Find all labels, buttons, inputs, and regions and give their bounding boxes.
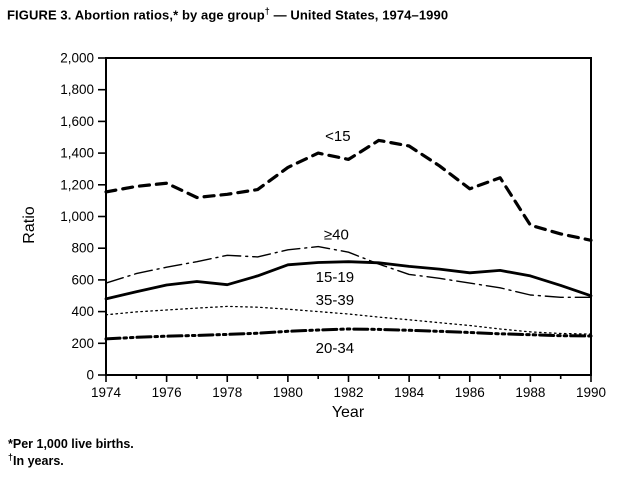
x-axis-tick-label: 1980	[273, 385, 303, 400]
x-axis-tick-label: 1990	[576, 385, 606, 400]
x-axis-tick-label: 1988	[515, 385, 545, 400]
figure-title-suffix: — United States, 1974–1990	[269, 7, 449, 23]
y-axis-tick-label: 1,800	[60, 82, 94, 97]
x-axis-tick-label: 1984	[394, 385, 425, 400]
y-axis-tick-label: 2,000	[60, 51, 94, 66]
figure-title-text: FIGURE 3. Abortion ratios,* by age group	[7, 7, 265, 23]
series-label-20-34: 20-34	[316, 340, 354, 357]
x-axis-tick-label: 1986	[455, 385, 485, 400]
y-axis-tick-label: 0	[86, 368, 94, 383]
y-axis-tick-label: 1,200	[60, 177, 94, 192]
y-axis-tick-label: 400	[71, 304, 94, 319]
y-axis-tick-label: 1,400	[60, 146, 94, 161]
series-line-20-34	[104, 327, 593, 341]
x-axis-tick-label: 1978	[212, 385, 242, 400]
x-axis-tick-label: 1976	[152, 385, 182, 400]
x-axis-title: Year	[331, 404, 365, 421]
footnote-per-1000-live-births: *Per 1,000 live births.	[8, 437, 134, 451]
series-line-35-39	[105, 305, 592, 335]
series-label-35-39: 35-39	[316, 292, 354, 309]
y-axis-tick-label: 1,000	[60, 209, 94, 224]
series-line-40-and-over	[105, 245, 592, 298]
footnote-1-text: *Per 1,000 live births.	[8, 437, 134, 451]
plot-border	[105, 57, 592, 376]
series-line-under-15	[104, 138, 593, 242]
x-axis-tick-label: 1982	[333, 385, 363, 400]
footnote-2-text: In years.	[13, 454, 64, 469]
title-dagger-mark: †	[264, 6, 270, 16]
series-label-15-19: 15-19	[316, 269, 354, 286]
y-axis-tick-label: 800	[71, 241, 94, 256]
x-axis-tick-label: 1974	[91, 385, 122, 400]
footnote-in-years: †In years.	[8, 452, 64, 468]
footnote-dagger-mark: †	[8, 452, 14, 462]
series-line-15-19	[104, 260, 593, 301]
figure-title: FIGURE 3. Abortion ratios,* by age group…	[7, 6, 448, 22]
y-axis-tick-label: 600	[71, 272, 94, 287]
y-axis-tick-label: 200	[71, 336, 94, 351]
series-label-under-15: <15	[325, 128, 350, 145]
series-label-40-and-over: ≥40	[324, 227, 349, 244]
y-axis-tick-label: 1,600	[60, 114, 94, 129]
